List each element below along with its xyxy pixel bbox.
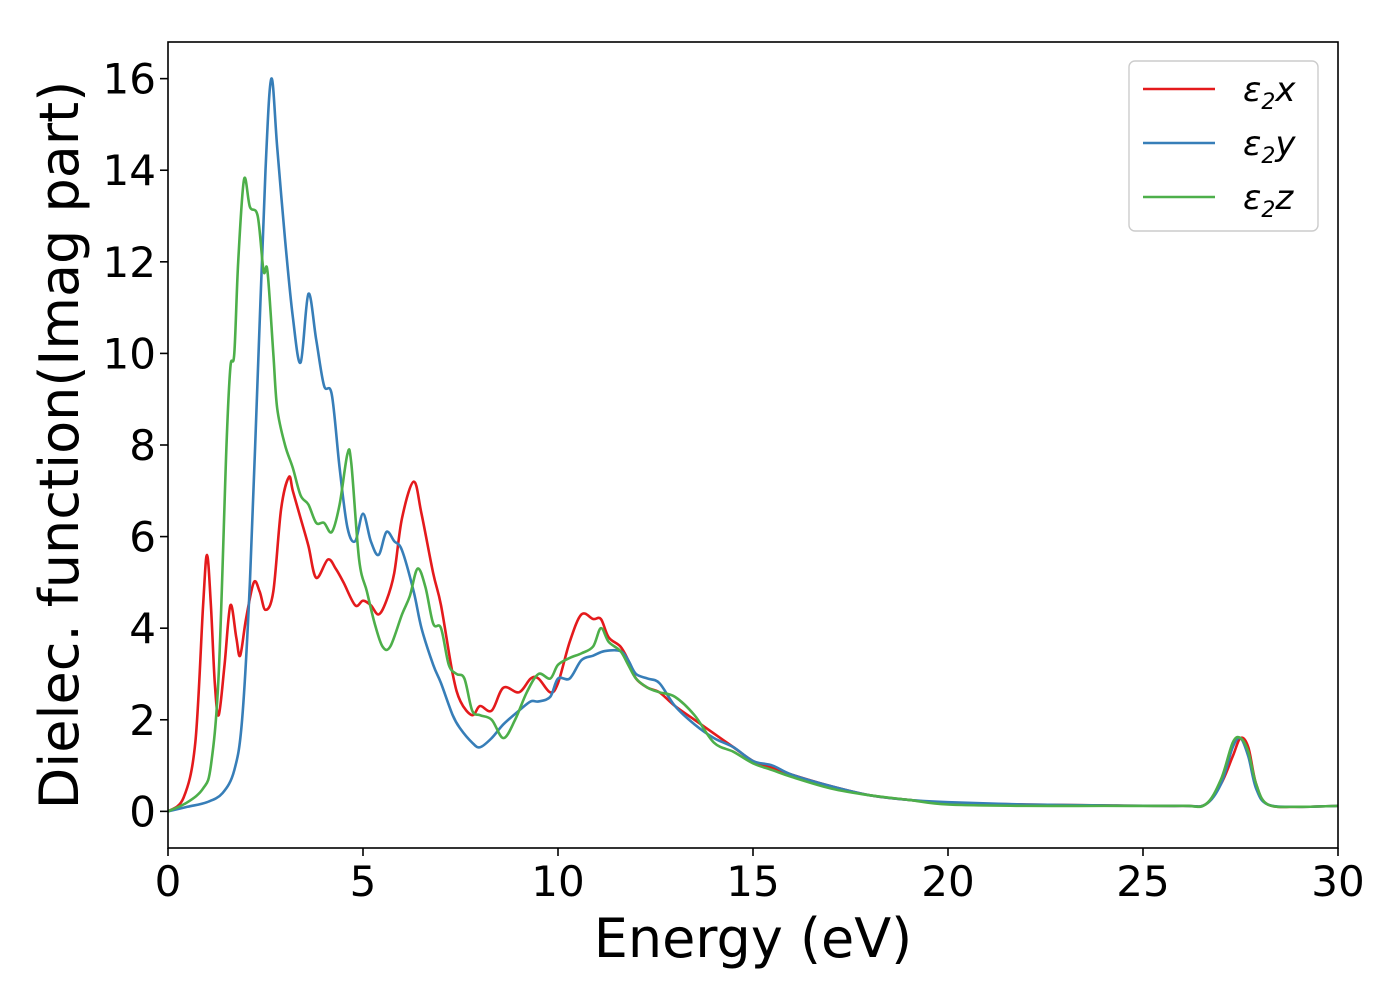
x-tick-label: 30 (1311, 857, 1364, 906)
y-tick-label: 16 (103, 55, 156, 104)
tick-layer: 0 5 10 15 20 25 30 0 2 4 6 8 10 12 14 16 (103, 55, 1365, 906)
legend-box (1128, 60, 1319, 232)
x-tick-label: 0 (155, 857, 182, 906)
legend-label-x: ε2x (1243, 70, 1296, 115)
y-tick-label: 14 (103, 146, 156, 195)
series-line-y (168, 77, 1338, 813)
x-tick-label: 20 (921, 857, 974, 906)
y-tick-label: 10 (103, 329, 156, 378)
legend-label-z: ε2z (1243, 178, 1294, 223)
legend: ε2x ε2y ε2z (1128, 60, 1319, 232)
series-layer (168, 77, 1338, 813)
legend-label-y: ε2y (1243, 124, 1296, 169)
y-tick-label: 0 (129, 787, 156, 836)
series-line-z (168, 176, 1338, 813)
x-tick-label: 15 (726, 857, 779, 906)
x-tick-label: 5 (350, 857, 377, 906)
x-tick-label: 25 (1116, 857, 1169, 906)
y-tick-label: 4 (129, 604, 156, 653)
y-tick-label: 6 (129, 513, 156, 562)
x-tick-label: 10 (531, 857, 584, 906)
y-tick-label: 2 (129, 696, 156, 745)
y-tick-label: 12 (103, 238, 156, 287)
y-tick-label: 8 (129, 421, 156, 470)
y-axis-label: Dielec. function(Imag part) (28, 81, 91, 810)
x-axis-label: Energy (eV) (594, 907, 913, 970)
